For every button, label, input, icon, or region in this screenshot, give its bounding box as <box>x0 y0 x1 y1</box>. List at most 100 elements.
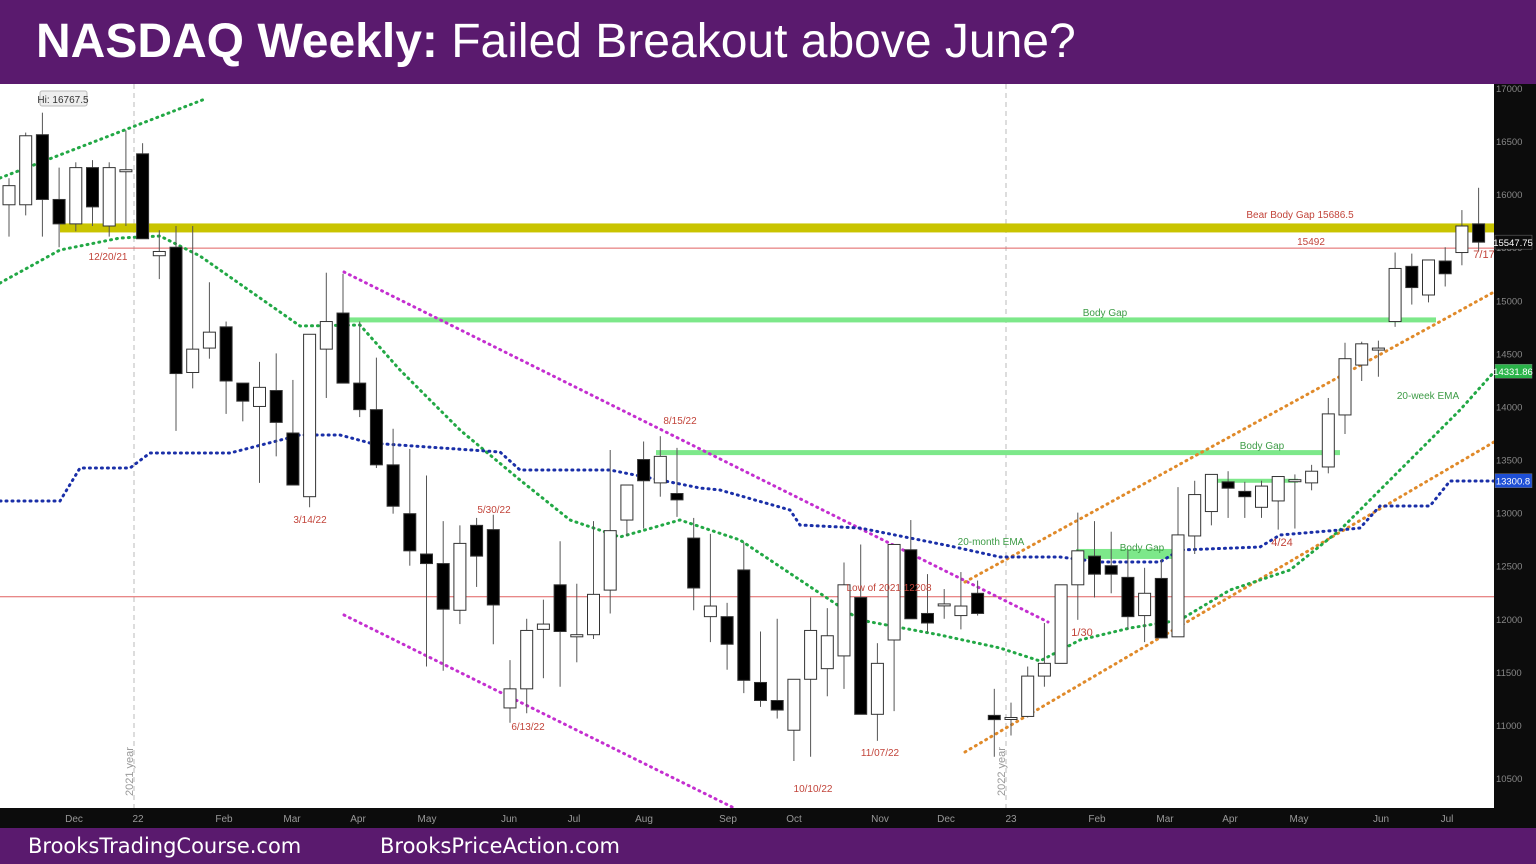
bull-candle[interactable] <box>620 484 634 521</box>
bull-candle[interactable] <box>152 250 166 257</box>
time-tick: Nov <box>871 814 889 825</box>
bear-candle[interactable] <box>987 714 1001 721</box>
bull-candle[interactable] <box>503 688 517 709</box>
bull-candle[interactable] <box>587 593 600 636</box>
bear-candle[interactable] <box>1472 223 1486 243</box>
bear-candle[interactable] <box>403 513 417 552</box>
bull-candle[interactable] <box>1371 347 1385 351</box>
bear-candle[interactable] <box>1238 490 1252 498</box>
bull-candle[interactable] <box>102 167 116 227</box>
bear-candle[interactable] <box>353 382 367 411</box>
time-axis[interactable] <box>0 808 1494 828</box>
price-axis[interactable] <box>1494 84 1536 828</box>
bull-candle[interactable] <box>870 662 884 715</box>
bull-candle[interactable] <box>887 543 901 641</box>
price-tick: 17000 <box>1496 84 1522 95</box>
bull-candle[interactable] <box>1355 343 1369 366</box>
bear-candle[interactable] <box>854 597 868 715</box>
bull-candle[interactable] <box>1188 494 1202 537</box>
bear-candle[interactable] <box>136 153 150 240</box>
bull-candle[interactable] <box>186 348 200 373</box>
bear-candle[interactable] <box>770 700 784 711</box>
bull-candle[interactable] <box>1388 267 1402 323</box>
bear-candle[interactable] <box>52 198 66 225</box>
bull-candle[interactable] <box>1321 413 1335 468</box>
bull-candle[interactable] <box>1422 259 1435 296</box>
bull-candle[interactable] <box>787 678 801 731</box>
bull-candle[interactable] <box>837 584 851 657</box>
bull-candle[interactable] <box>1288 479 1302 483</box>
bear-candle[interactable] <box>553 584 567 633</box>
bull-candle[interactable] <box>1455 225 1469 254</box>
bear-candle[interactable] <box>754 681 767 702</box>
trend-channel-line <box>963 440 1494 754</box>
bull-candle[interactable] <box>954 605 968 617</box>
bull-candle[interactable] <box>119 169 133 173</box>
bear-candle[interactable] <box>720 616 734 645</box>
brooks-trading-course-link[interactable]: BrooksTradingCourse.com <box>28 834 302 858</box>
bear-candle[interactable] <box>687 537 701 589</box>
bull-candle[interactable] <box>570 634 584 638</box>
bear-candle[interactable] <box>1121 576 1135 618</box>
bull-candle[interactable] <box>1338 358 1352 416</box>
bull-candle[interactable] <box>1071 550 1085 586</box>
bear-candle[interactable] <box>169 246 183 375</box>
bear-candle[interactable] <box>35 134 49 200</box>
bull-candle[interactable] <box>453 542 467 611</box>
bull-candle[interactable] <box>804 629 818 680</box>
bear-candle[interactable] <box>269 390 283 423</box>
brooks-price-action-link[interactable]: BrooksPriceAction.com <box>380 834 620 858</box>
bear-candle[interactable] <box>1438 260 1452 275</box>
bear-candle[interactable] <box>1104 565 1118 575</box>
bull-candle[interactable] <box>1204 473 1218 513</box>
bull-candle[interactable] <box>603 530 617 591</box>
bear-candle[interactable] <box>369 409 383 466</box>
bear-candle[interactable] <box>1221 481 1235 489</box>
bear-candle[interactable] <box>670 493 684 501</box>
bull-candle[interactable] <box>319 321 333 350</box>
bull-candle[interactable] <box>19 135 33 206</box>
bear-candle[interactable] <box>637 459 651 482</box>
bear-candle[interactable] <box>386 464 400 507</box>
bear-candle[interactable] <box>336 312 350 384</box>
bull-candle[interactable] <box>937 603 951 607</box>
bear-candle[interactable] <box>1405 265 1419 289</box>
bear-candle[interactable] <box>86 167 99 208</box>
bear-candle[interactable] <box>904 549 918 620</box>
chart-plot-area[interactable] <box>0 84 1494 808</box>
bear-candle[interactable] <box>236 382 250 402</box>
bull-candle[interactable] <box>820 635 834 670</box>
bear-candle[interactable] <box>1088 555 1101 575</box>
bull-candle[interactable] <box>1054 584 1068 664</box>
bull-candle[interactable] <box>536 623 550 630</box>
bear-candle[interactable] <box>420 553 433 565</box>
bull-candle[interactable] <box>253 386 266 407</box>
bear-candle[interactable] <box>436 563 450 610</box>
bull-candle[interactable] <box>703 605 717 618</box>
price-tick: 11500 <box>1496 668 1522 679</box>
time-tick: Feb <box>215 814 233 825</box>
bull-candle[interactable] <box>69 167 83 225</box>
bull-candle[interactable] <box>2 185 16 206</box>
bull-candle[interactable] <box>202 331 216 349</box>
bull-candle[interactable] <box>303 333 317 498</box>
bull-candle[interactable] <box>1255 485 1268 508</box>
bull-candle[interactable] <box>1171 534 1185 638</box>
bear-candle[interactable] <box>286 432 300 486</box>
bull-candle[interactable] <box>520 629 534 690</box>
bear-candle[interactable] <box>1154 577 1168 639</box>
bull-candle[interactable] <box>1004 716 1018 720</box>
bear-candle[interactable] <box>219 326 233 382</box>
bear-candle[interactable] <box>486 529 500 606</box>
bear-candle[interactable] <box>921 612 934 624</box>
bear-candle[interactable] <box>470 524 484 557</box>
bear-candle[interactable] <box>971 592 985 614</box>
bear-candle[interactable] <box>737 569 751 681</box>
bull-candle[interactable] <box>1305 470 1319 484</box>
bull-candle[interactable] <box>653 455 667 484</box>
bull-candle[interactable] <box>1138 592 1152 617</box>
bull-candle[interactable] <box>1021 675 1035 717</box>
bull-candle[interactable] <box>1037 662 1051 677</box>
bull-candle[interactable] <box>1271 476 1285 502</box>
